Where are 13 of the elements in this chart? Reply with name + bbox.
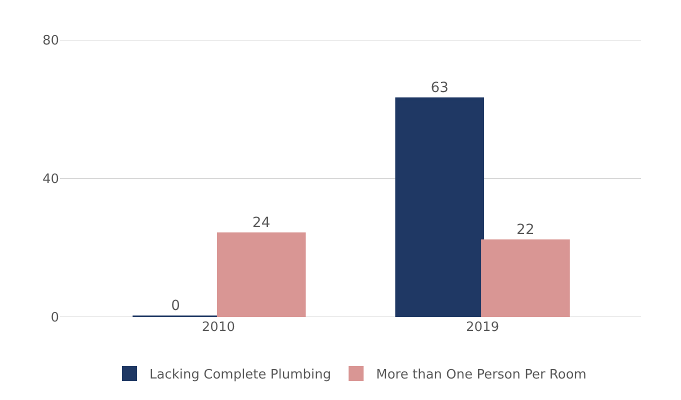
data-label: 0 (171, 298, 180, 314)
bar (481, 239, 570, 317)
legend-label: More than One Person Per Room (376, 368, 586, 383)
y-tick-label: 0 (50, 310, 59, 326)
y-tick-label: 80 (42, 34, 59, 49)
x-tick-label: 2019 (466, 320, 500, 335)
y-tick-label: 40 (42, 172, 59, 188)
data-label: 24 (252, 214, 270, 231)
data-label: 63 (430, 80, 449, 96)
bar (216, 232, 306, 317)
x-tick-label: 2010 (202, 320, 235, 335)
data-label: 22 (516, 222, 534, 238)
legend-label: Lacking Complete Plumbing (150, 368, 332, 383)
